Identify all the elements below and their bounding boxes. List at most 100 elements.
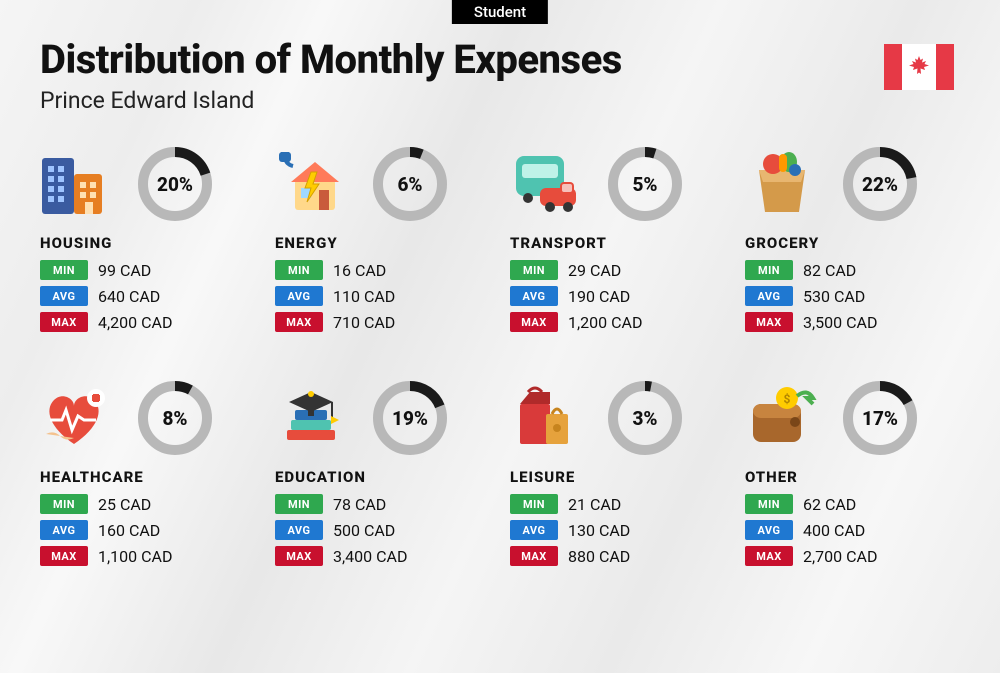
min-value: 78 CAD: [333, 495, 386, 514]
category-label: LEISURE: [510, 468, 725, 486]
stat-avg-row: AVG 110 CAD: [275, 286, 490, 306]
min-tag: MIN: [275, 494, 323, 514]
max-value: 4,200 CAD: [98, 313, 172, 332]
max-value: 1,100 CAD: [98, 547, 172, 566]
category-label: GROCERY: [745, 234, 960, 252]
min-tag: MIN: [510, 494, 558, 514]
svg-text:$: $: [784, 392, 791, 406]
max-value: 880 CAD: [568, 547, 630, 566]
category-card: $ 17% OTHER MIN 62 CAD AVG 400 CAD MAX 2…: [745, 378, 960, 566]
category-card: 22% GROCERY MIN 82 CAD AVG 530 CAD MAX 3…: [745, 144, 960, 332]
min-value: 99 CAD: [98, 261, 151, 280]
stat-avg-row: AVG 500 CAD: [275, 520, 490, 540]
percent-value: 22%: [841, 145, 919, 223]
min-value: 16 CAD: [333, 261, 386, 280]
percent-ring: 3%: [606, 379, 684, 457]
category-label: OTHER: [745, 468, 960, 486]
avg-value: 190 CAD: [568, 287, 630, 306]
avg-tag: AVG: [275, 520, 323, 540]
percent-ring: 17%: [841, 379, 919, 457]
avg-value: 530 CAD: [803, 287, 865, 306]
education-icon: [275, 382, 355, 454]
min-value: 62 CAD: [803, 495, 856, 514]
avg-value: 400 CAD: [803, 521, 865, 540]
min-value: 21 CAD: [568, 495, 621, 514]
min-tag: MIN: [275, 260, 323, 280]
avg-value: 130 CAD: [568, 521, 630, 540]
max-value: 2,700 CAD: [803, 547, 877, 566]
avg-value: 110 CAD: [333, 287, 395, 306]
max-value: 710 CAD: [333, 313, 395, 332]
stat-max-row: MAX 3,500 CAD: [745, 312, 960, 332]
min-tag: MIN: [40, 260, 88, 280]
avg-tag: AVG: [510, 286, 558, 306]
percent-value: 20%: [136, 145, 214, 223]
category-stats: MIN 78 CAD AVG 500 CAD MAX 3,400 CAD: [275, 494, 490, 566]
category-card: 19% EDUCATION MIN 78 CAD AVG 500 CAD MAX…: [275, 378, 490, 566]
stat-max-row: MAX 3,400 CAD: [275, 546, 490, 566]
category-label: HEALTHCARE: [40, 468, 255, 486]
category-label: EDUCATION: [275, 468, 490, 486]
avg-tag: AVG: [510, 520, 558, 540]
max-value: 3,500 CAD: [803, 313, 877, 332]
stat-min-row: MIN 62 CAD: [745, 494, 960, 514]
buildings-icon: [40, 148, 120, 220]
stat-avg-row: AVG 190 CAD: [510, 286, 725, 306]
category-stats: MIN 21 CAD AVG 130 CAD MAX 880 CAD: [510, 494, 725, 566]
categories-grid: 20% HOUSING MIN 99 CAD AVG 640 CAD MAX 4…: [40, 144, 960, 566]
other-icon: $: [745, 382, 825, 454]
percent-value: 19%: [371, 379, 449, 457]
stat-max-row: MAX 1,200 CAD: [510, 312, 725, 332]
min-value: 82 CAD: [803, 261, 856, 280]
min-tag: MIN: [745, 494, 793, 514]
max-tag: MAX: [510, 546, 558, 566]
min-tag: MIN: [40, 494, 88, 514]
energy-icon: [275, 148, 355, 220]
percent-value: 5%: [606, 145, 684, 223]
percent-value: 6%: [371, 145, 449, 223]
max-tag: MAX: [275, 312, 323, 332]
percent-ring: 22%: [841, 145, 919, 223]
stat-min-row: MIN 16 CAD: [275, 260, 490, 280]
stat-min-row: MIN 21 CAD: [510, 494, 725, 514]
stat-avg-row: AVG 130 CAD: [510, 520, 725, 540]
stat-max-row: MAX 710 CAD: [275, 312, 490, 332]
stat-max-row: MAX 2,700 CAD: [745, 546, 960, 566]
min-value: 29 CAD: [568, 261, 621, 280]
leisure-icon: [510, 382, 590, 454]
percent-ring: 8%: [136, 379, 214, 457]
max-tag: MAX: [745, 312, 793, 332]
avg-value: 500 CAD: [333, 521, 395, 540]
stat-min-row: MIN 25 CAD: [40, 494, 255, 514]
canada-flag-icon: [884, 44, 954, 90]
stat-avg-row: AVG 530 CAD: [745, 286, 960, 306]
category-card: 8% HEALTHCARE MIN 25 CAD AVG 160 CAD MAX…: [40, 378, 255, 566]
category-stats: MIN 82 CAD AVG 530 CAD MAX 3,500 CAD: [745, 260, 960, 332]
percent-value: 3%: [606, 379, 684, 457]
avg-value: 160 CAD: [98, 521, 160, 540]
avg-tag: AVG: [745, 520, 793, 540]
stat-min-row: MIN 78 CAD: [275, 494, 490, 514]
percent-value: 17%: [841, 379, 919, 457]
category-label: HOUSING: [40, 234, 255, 252]
stat-avg-row: AVG 160 CAD: [40, 520, 255, 540]
max-value: 1,200 CAD: [568, 313, 642, 332]
avg-tag: AVG: [275, 286, 323, 306]
min-tag: MIN: [745, 260, 793, 280]
max-tag: MAX: [745, 546, 793, 566]
stat-min-row: MIN 99 CAD: [40, 260, 255, 280]
category-label: ENERGY: [275, 234, 490, 252]
header: Distribution of Monthly Expenses Prince …: [40, 0, 960, 114]
page-title: Distribution of Monthly Expenses: [40, 36, 960, 83]
max-value: 3,400 CAD: [333, 547, 407, 566]
max-tag: MAX: [40, 312, 88, 332]
stat-avg-row: AVG 640 CAD: [40, 286, 255, 306]
avg-value: 640 CAD: [98, 287, 160, 306]
stat-max-row: MAX 4,200 CAD: [40, 312, 255, 332]
percent-ring: 20%: [136, 145, 214, 223]
category-label: TRANSPORT: [510, 234, 725, 252]
transport-icon: [510, 148, 590, 220]
stat-min-row: MIN 29 CAD: [510, 260, 725, 280]
category-stats: MIN 16 CAD AVG 110 CAD MAX 710 CAD: [275, 260, 490, 332]
healthcare-icon: [40, 382, 120, 454]
